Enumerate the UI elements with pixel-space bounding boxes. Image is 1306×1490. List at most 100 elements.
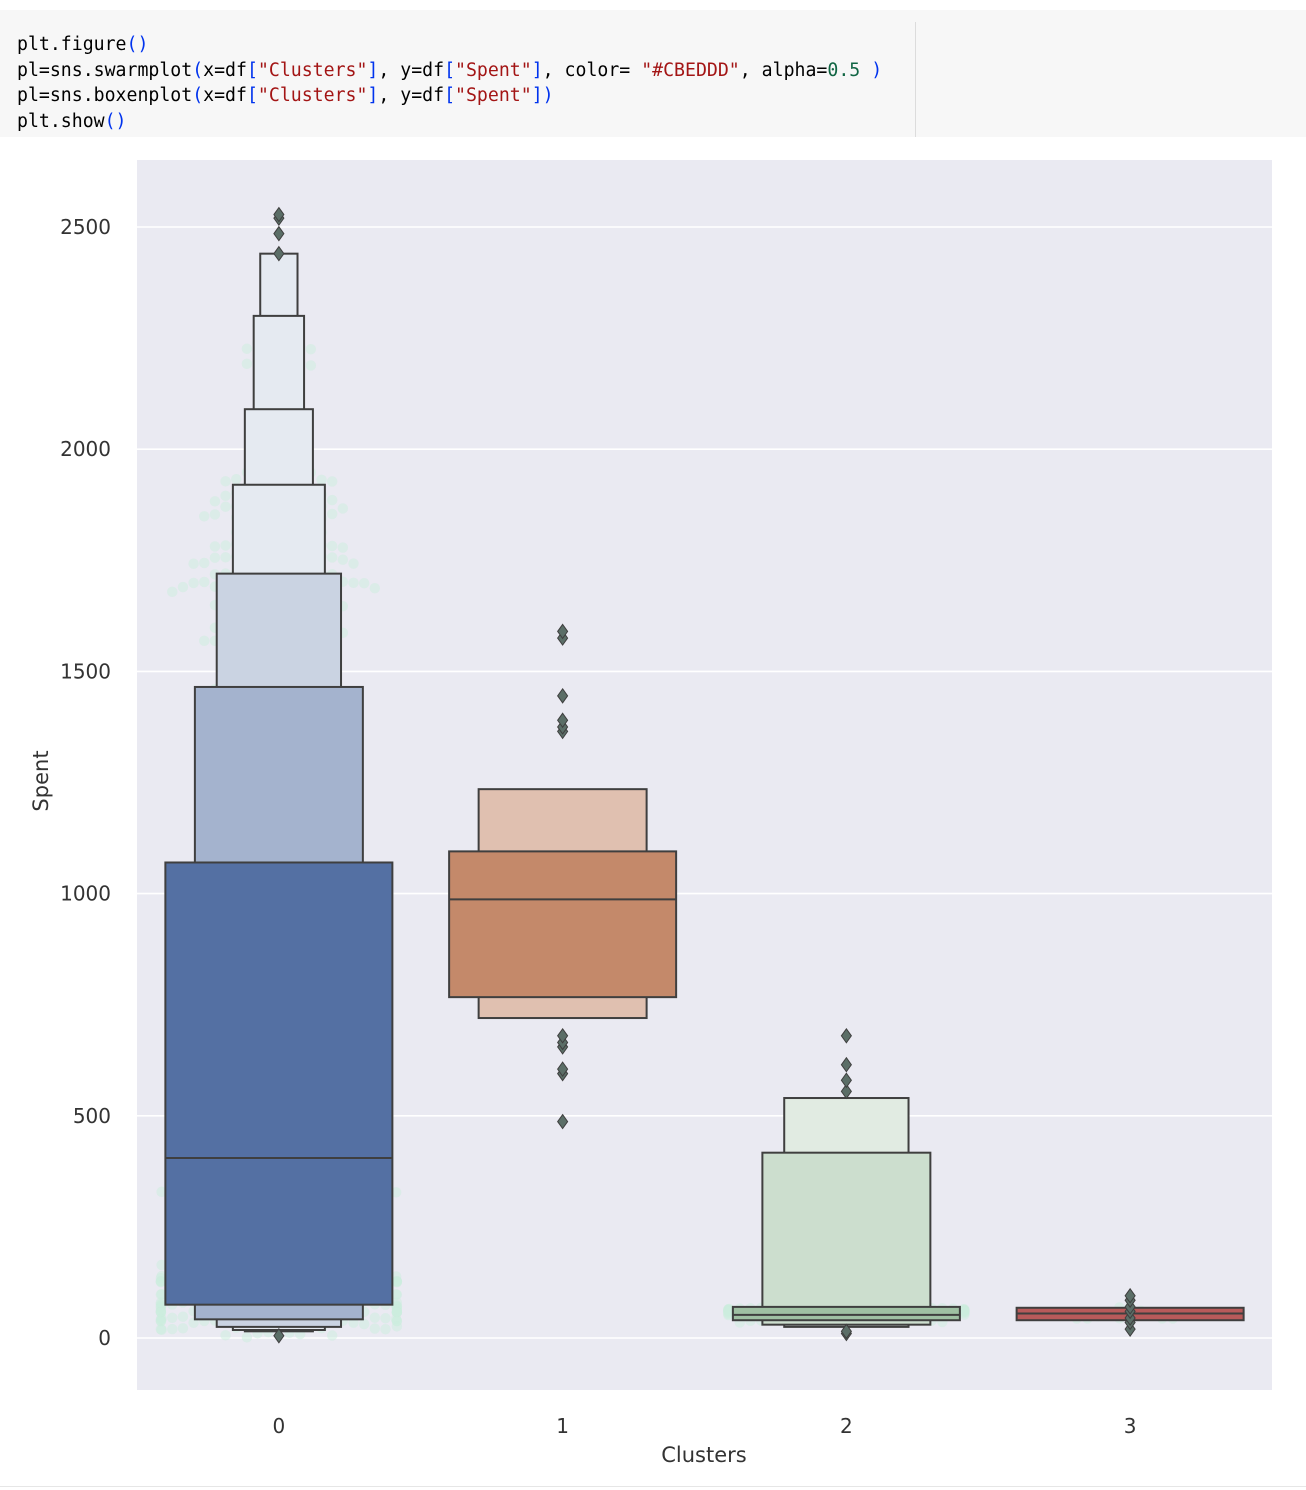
outlier-marker: [1124, 1287, 1136, 1304]
code-token: , color=: [542, 59, 642, 81]
swarm-point: [391, 1289, 403, 1300]
swarm-point: [167, 586, 178, 598]
code-token: x=df: [203, 85, 247, 106]
swarm-point: [316, 474, 327, 485]
outlier-marker: [273, 245, 285, 262]
swarm-point: [155, 1276, 167, 1288]
code-token: , y=df: [378, 85, 445, 106]
y-tick-label: 1000: [60, 882, 111, 906]
swarm-point: [155, 1289, 167, 1300]
outlier-marker: [840, 1056, 852, 1073]
swarm-point: [209, 496, 221, 507]
swarm-point: [167, 1323, 178, 1335]
swarm-point: [220, 540, 231, 551]
swarm-point: [348, 577, 359, 588]
code-token: ]: [367, 59, 379, 81]
swarm-point: [156, 1186, 167, 1198]
swarm-point: [391, 1277, 403, 1288]
swarm-point: [241, 343, 253, 354]
x-tick-label: 0: [273, 1414, 286, 1438]
swarm-point: [199, 511, 210, 522]
code-token: [: [444, 59, 456, 81]
y-tick-label: 500: [73, 1104, 111, 1128]
code-line: plt.show(): [17, 109, 882, 135]
code-editor[interactable]: plt.figure() pl=sns.swarmplot(x=df["Clust…: [17, 32, 882, 134]
code-cell-divider: [915, 22, 916, 137]
swarm-point: [220, 490, 231, 502]
outlier-marker: [273, 225, 285, 242]
swarm-point: [199, 557, 210, 569]
swarm-point: [358, 1318, 370, 1330]
code-token: pl=sns.swarmplot: [17, 59, 193, 81]
code-token: (): [104, 110, 127, 132]
code-token: pl=sns.boxenplot: [17, 85, 193, 106]
code-token: (): [126, 34, 149, 55]
swarm-point: [156, 1259, 167, 1271]
swarm-point: [326, 540, 338, 552]
x-tick-label: 1: [556, 1414, 569, 1438]
y-tick-label: 0: [98, 1326, 111, 1350]
cell-bottom-border: [0, 1486, 1306, 1487]
swarm-point: [358, 577, 370, 589]
outlier-marker: [273, 1327, 285, 1344]
outlier-marker: [840, 1027, 852, 1044]
boxen-box: [761, 1151, 932, 1326]
swarm-point: [220, 552, 231, 563]
swarm-point: [723, 1309, 734, 1321]
code-token: ]): [531, 85, 554, 106]
code-cell[interactable]: plt.figure() pl=sns.swarmplot(x=df["Clust…: [0, 10, 1306, 137]
code-line: plt.figure(): [17, 32, 882, 58]
code-token: , alpha=: [739, 59, 828, 81]
swarm-point: [348, 558, 359, 569]
swarm-point: [369, 1323, 381, 1334]
swarm-point: [241, 1332, 253, 1343]
swarm-point: [369, 582, 381, 594]
swarm-point: [959, 1309, 970, 1320]
swarm-point: [326, 1330, 338, 1341]
code-token: x=df: [203, 59, 247, 81]
code-line: pl=sns.boxenplot(x=df["Clusters"], y=df[…: [17, 83, 882, 109]
swarm-point: [337, 554, 349, 565]
code-token: (: [192, 59, 204, 81]
boxen-boxes: [164, 252, 1245, 1333]
swarm-point: [177, 581, 189, 593]
swarm-point: [188, 577, 199, 589]
code-token: plt.show: [17, 110, 105, 132]
x-tick-label: 3: [1124, 1414, 1137, 1438]
swarm-point: [326, 494, 338, 506]
swarm-point: [391, 1321, 403, 1332]
outlier-marker: [557, 1113, 569, 1130]
swarm-point: [156, 1324, 167, 1336]
swarm-point: [390, 1187, 402, 1198]
outlier-marker: [840, 1083, 852, 1100]
code-token: "Clusters": [257, 59, 368, 81]
code-token: "#CBEDDD": [641, 59, 740, 81]
swarm-point: [220, 501, 231, 512]
swarm-point: [326, 552, 338, 563]
swarm-point: [199, 576, 210, 588]
outlier-marker: [840, 1323, 852, 1340]
boxen-box: [448, 850, 678, 999]
swarm-point: [337, 542, 349, 553]
code-token: ]: [367, 85, 379, 106]
code-token: "Spent": [455, 59, 532, 81]
code-token: , y=df: [378, 59, 445, 81]
axis-ticks: 0 500 1000 1500 2000 2500 0 1 2 3: [60, 215, 1136, 1438]
code-token: "Spent": [455, 85, 532, 106]
outlier-markers: [273, 206, 1136, 1344]
swarm-point: [177, 1323, 189, 1334]
boxen-box: [731, 1305, 961, 1322]
y-tick-label: 1500: [60, 659, 111, 683]
outlier-marker: [557, 1061, 569, 1077]
swarm-point: [220, 1330, 231, 1341]
swarm-point: [326, 508, 338, 520]
cell-output: 0 500 1000 1500 2000 2500 0 1 2 3 Clusters Spent: [0, 137, 1306, 1490]
code-token: ): [871, 59, 883, 81]
swarm-point: [209, 541, 221, 552]
x-axis-label: Clusters: [661, 1443, 746, 1467]
swarm-point: [167, 1312, 178, 1324]
code-token: [860, 60, 871, 81]
swarm-point: [380, 1323, 391, 1335]
code-token: [: [246, 59, 258, 81]
outlier-marker: [557, 712, 569, 729]
